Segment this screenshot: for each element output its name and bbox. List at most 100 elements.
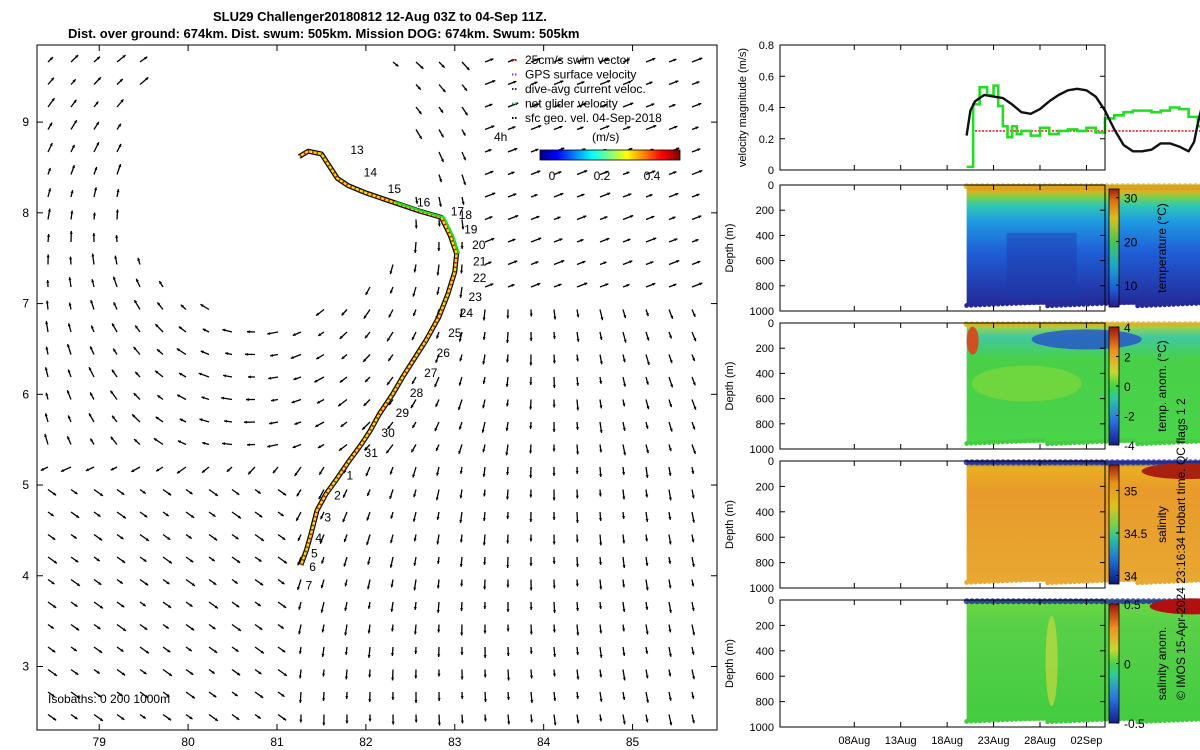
- surface-sample-dot: [979, 598, 986, 605]
- surface-sample-dot: [1114, 183, 1121, 190]
- colorbar-unit-label: (m/s): [592, 130, 619, 144]
- velocity-arrow-head: [653, 125, 657, 128]
- track-day-label: 22: [473, 271, 487, 285]
- velocity-arrow-head: [437, 223, 441, 227]
- bottom-sample-dot: [1031, 438, 1037, 444]
- velocity-arrow: [46, 233, 51, 243]
- velocity-arrow: [93, 511, 101, 518]
- velocity-arrow-head: [552, 673, 556, 677]
- velocity-arrow-head: [674, 238, 678, 242]
- bottom-sample-dot: [1027, 300, 1033, 306]
- velocity-arrow-head: [622, 471, 626, 475]
- surface-sample-dot: [1067, 598, 1074, 605]
- velocity-arrow-head: [282, 604, 287, 608]
- y-tick-label: 0.8: [759, 40, 774, 52]
- velocity-arrow: [60, 466, 72, 473]
- surface-sample-dot: [1114, 459, 1121, 466]
- surface-sample-dot: [1041, 459, 1048, 466]
- y-tick-label: 1000: [750, 722, 774, 734]
- velocity-arrow-head: [552, 385, 556, 388]
- velocity-arrow: [529, 354, 533, 366]
- velocity-arrow: [645, 646, 649, 655]
- velocity-arrow: [415, 106, 422, 115]
- velocity-arrow-head: [94, 166, 98, 171]
- y-tick-label: 1000: [750, 306, 774, 318]
- velocity-arrow: [645, 444, 650, 454]
- velocity-arrow-head: [483, 630, 487, 634]
- velocity-arrow-head: [177, 394, 181, 398]
- velocity-arrow: [90, 325, 95, 333]
- bottom-sample-dot: [973, 302, 979, 308]
- velocity-arrow-head: [48, 167, 51, 172]
- velocity-arrow-head: [483, 674, 487, 678]
- velocity-arrow-head: [461, 226, 465, 230]
- velocity-arrow: [668, 534, 672, 545]
- anomaly-streak: [1045, 615, 1058, 706]
- velocity-arrow: [93, 166, 98, 175]
- velocity-arrow: [70, 210, 74, 220]
- velocity-arrow-head: [459, 564, 463, 567]
- velocity-arrow: [343, 534, 348, 543]
- velocity-arrow-head: [529, 475, 533, 478]
- velocity-arrow-head: [626, 171, 630, 175]
- bottom-sample-dot: [1130, 715, 1136, 721]
- velocity-arrow-head: [45, 321, 49, 325]
- velocity-arrow: [505, 421, 509, 432]
- velocity-arrow-head: [363, 315, 367, 319]
- x-tick-label: 23Aug: [978, 735, 1010, 747]
- velocity-arrow-head: [581, 81, 585, 85]
- velocity-arrow-head: [438, 203, 442, 207]
- velocity-arrow: [460, 691, 464, 700]
- day-labels: 1314151617181920212223242526272829303112…: [306, 143, 487, 592]
- velocity-arrow: [413, 264, 417, 273]
- velocity-arrow-head: [607, 80, 611, 83]
- bottom-sample-dot: [1126, 716, 1132, 721]
- velocity-arrow-head: [529, 538, 533, 542]
- velocity-arrow-head: [413, 631, 417, 635]
- surface-sample-dot: [984, 598, 991, 605]
- bottom-sample-dot: [964, 719, 970, 724]
- surface-sample-dot: [1015, 459, 1022, 466]
- velocity-arrow-head: [67, 415, 71, 419]
- surface-sample-dot: [1088, 598, 1095, 605]
- velocity-arrow: [484, 215, 493, 221]
- velocity-arrow: [314, 421, 325, 428]
- velocity-arrow: [645, 282, 656, 288]
- velocity-arrow-head: [538, 237, 542, 241]
- velocity-arrow-head: [483, 562, 487, 565]
- velocity-arrow: [575, 556, 579, 568]
- velocity-arrow: [622, 331, 627, 343]
- velocity-arrow-head: [67, 344, 70, 348]
- bottom-sample-dot: [968, 302, 974, 308]
- velocity-arrow: [529, 534, 533, 542]
- y-tick-label: 0.6: [759, 71, 774, 83]
- colorbar-tick-label: 10: [1124, 279, 1138, 293]
- legend-item-label: GPS surface velocity: [525, 68, 636, 82]
- speed-colorbar: [539, 149, 681, 161]
- velocity-arrow: [484, 79, 496, 86]
- velocity-arrow: [645, 215, 655, 221]
- velocity-arrow: [70, 119, 78, 130]
- velocity-arrow: [529, 489, 533, 498]
- velocity-arrow: [668, 331, 673, 339]
- surface-sample-dot: [963, 459, 970, 466]
- velocity-arrow-head: [482, 405, 486, 409]
- velocity-arrow: [155, 466, 164, 472]
- velocity-arrow-head: [167, 717, 172, 721]
- velocity-arrow: [460, 264, 464, 274]
- velocity-arrow: [339, 331, 348, 340]
- surface-sample-dot: [1124, 321, 1131, 328]
- velocity-arrow-head: [622, 540, 626, 544]
- velocity-arrow: [344, 601, 348, 611]
- velocity-arrow: [484, 261, 492, 266]
- surface-sample-dot: [1046, 321, 1053, 328]
- velocity-arrow: [45, 346, 49, 355]
- velocity-arrow-head: [580, 126, 584, 130]
- velocity-arrow-head: [134, 439, 138, 443]
- surface-sample-dot: [1145, 598, 1152, 605]
- surface-sample-dot: [984, 183, 991, 190]
- velocity-arrow-head: [72, 165, 75, 169]
- bottom-sample-dot: [1058, 718, 1064, 724]
- velocity-arrow-head: [437, 248, 441, 251]
- velocity-arrow: [576, 193, 585, 198]
